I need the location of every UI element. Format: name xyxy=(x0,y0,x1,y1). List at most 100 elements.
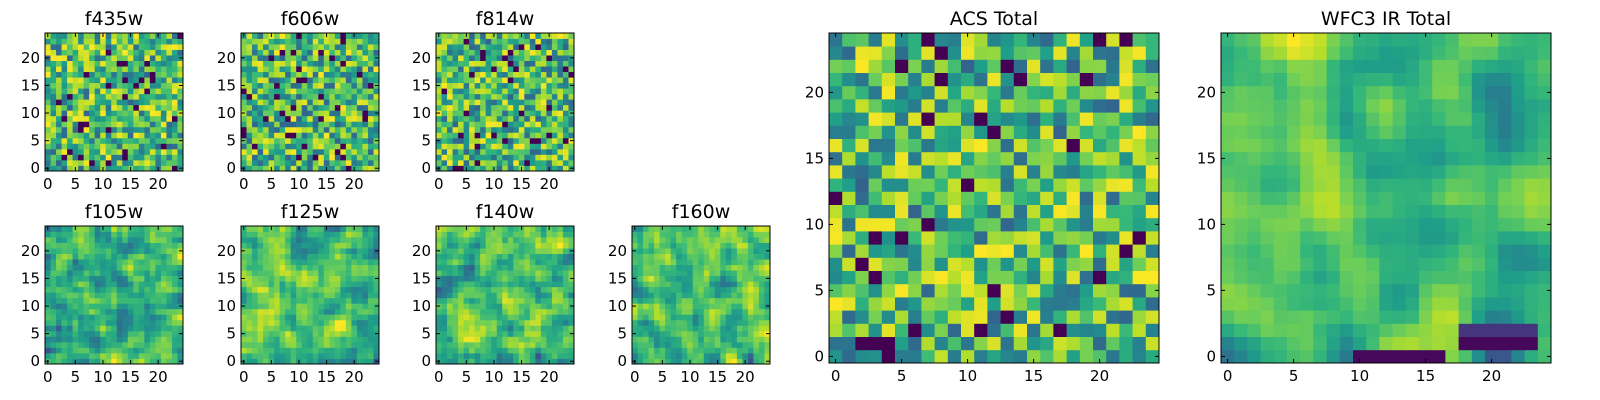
heatmap-cell xyxy=(296,110,303,117)
heatmap-cell xyxy=(535,253,542,260)
heatmap-cell xyxy=(868,217,883,232)
heatmap-cell xyxy=(747,226,754,232)
heatmap-cell xyxy=(241,60,247,67)
heatmap-cell xyxy=(241,242,247,249)
heatmap-cell xyxy=(725,358,732,365)
heatmap-cell xyxy=(502,275,509,282)
heatmap-cell xyxy=(747,292,754,299)
heatmap-cell xyxy=(1027,165,1041,179)
heatmap-cell xyxy=(557,347,564,354)
heatmap-cell xyxy=(648,341,655,348)
heatmap-cell xyxy=(301,264,308,271)
heatmap-cell xyxy=(290,71,297,78)
heatmap-cell xyxy=(144,303,151,310)
x-tick-label: 0 xyxy=(434,368,444,386)
heatmap-cell xyxy=(480,66,487,73)
heatmap-cell xyxy=(557,297,564,304)
heatmap-cell xyxy=(78,88,85,95)
heatmap-cell xyxy=(127,159,134,166)
heatmap-cell xyxy=(698,292,705,299)
heatmap-cell xyxy=(334,248,341,254)
heatmap-cell xyxy=(127,303,134,310)
heatmap-cell xyxy=(452,347,459,354)
heatmap-cell xyxy=(654,303,660,310)
heatmap-cell xyxy=(868,336,883,351)
heatmap-cell xyxy=(474,253,481,260)
heatmap-cell xyxy=(83,286,90,293)
heatmap-cell xyxy=(290,104,297,111)
heatmap-cell xyxy=(441,264,448,271)
heatmap-cell xyxy=(138,154,145,161)
heatmap-cell xyxy=(643,292,649,299)
heatmap-cell xyxy=(111,242,118,249)
heatmap-cell xyxy=(654,231,660,238)
heatmap-cell xyxy=(441,336,448,343)
heatmap-cell xyxy=(133,126,140,133)
heatmap-cell xyxy=(318,308,325,315)
heatmap-cell xyxy=(842,244,856,258)
heatmap-cell xyxy=(122,143,129,150)
heatmap-cell xyxy=(160,253,167,260)
heatmap-cell xyxy=(1000,217,1015,232)
heatmap-cell xyxy=(177,336,184,343)
heatmap-cell xyxy=(307,99,314,106)
heatmap-cell xyxy=(50,66,57,73)
heatmap-cell xyxy=(323,242,330,249)
heatmap-cell xyxy=(1013,178,1028,192)
heatmap-cell xyxy=(285,281,292,288)
heatmap-cell xyxy=(452,231,459,238)
heatmap-cell xyxy=(345,308,352,315)
heatmap-cell xyxy=(155,159,162,166)
heatmap-cell xyxy=(94,226,101,232)
heatmap-cell xyxy=(268,104,275,111)
heatmap-cell xyxy=(829,323,843,337)
heatmap-cell xyxy=(491,115,498,122)
heatmap-cell xyxy=(171,132,178,139)
heatmap-cell xyxy=(72,347,79,354)
heatmap-cell xyxy=(345,347,352,354)
heatmap-cell xyxy=(105,121,112,128)
heatmap-cell xyxy=(496,115,503,122)
heatmap-cell xyxy=(535,66,542,73)
heatmap-cell xyxy=(257,148,264,155)
heatmap-cell xyxy=(274,55,281,61)
heatmap-cell xyxy=(312,60,319,67)
heatmap-cell xyxy=(436,49,442,56)
heatmap-cell xyxy=(89,44,96,50)
heatmap-cell xyxy=(296,242,303,249)
heatmap-cell xyxy=(1066,257,1081,271)
heatmap-cell xyxy=(502,82,509,89)
heatmap-cell xyxy=(307,126,314,133)
heatmap-cell xyxy=(747,336,754,343)
heatmap-cell xyxy=(452,242,459,249)
heatmap-cell xyxy=(502,154,509,161)
heatmap-cell xyxy=(513,231,520,238)
heatmap-cell xyxy=(643,242,649,249)
heatmap-cell xyxy=(551,137,558,144)
heatmap-cell xyxy=(491,77,498,84)
heatmap-cell xyxy=(731,341,738,348)
heatmap-cell xyxy=(171,33,178,39)
heatmap-cell xyxy=(340,303,347,310)
heatmap-cell xyxy=(1000,204,1015,219)
heatmap-cell xyxy=(753,325,760,332)
heatmap-cell xyxy=(340,159,347,166)
heatmap-cell xyxy=(908,244,922,258)
heatmap-cell xyxy=(1000,151,1015,166)
heatmap-cell xyxy=(83,93,90,100)
heatmap-cell xyxy=(279,231,286,238)
heatmap-cell xyxy=(474,121,481,128)
heatmap-cell xyxy=(753,347,760,354)
heatmap-cell xyxy=(632,336,638,343)
heatmap-cell xyxy=(546,44,553,50)
heatmap-cell xyxy=(72,237,79,243)
heatmap-cell xyxy=(122,358,129,365)
heatmap-cell xyxy=(61,60,68,67)
heatmap-cell xyxy=(318,132,325,139)
heatmap-cell xyxy=(568,44,575,50)
heatmap-cell xyxy=(351,319,358,326)
heatmap-cell xyxy=(463,352,470,359)
heatmap-cell xyxy=(345,77,352,84)
heatmap-cell xyxy=(829,310,843,324)
heatmap-cell xyxy=(648,352,655,359)
